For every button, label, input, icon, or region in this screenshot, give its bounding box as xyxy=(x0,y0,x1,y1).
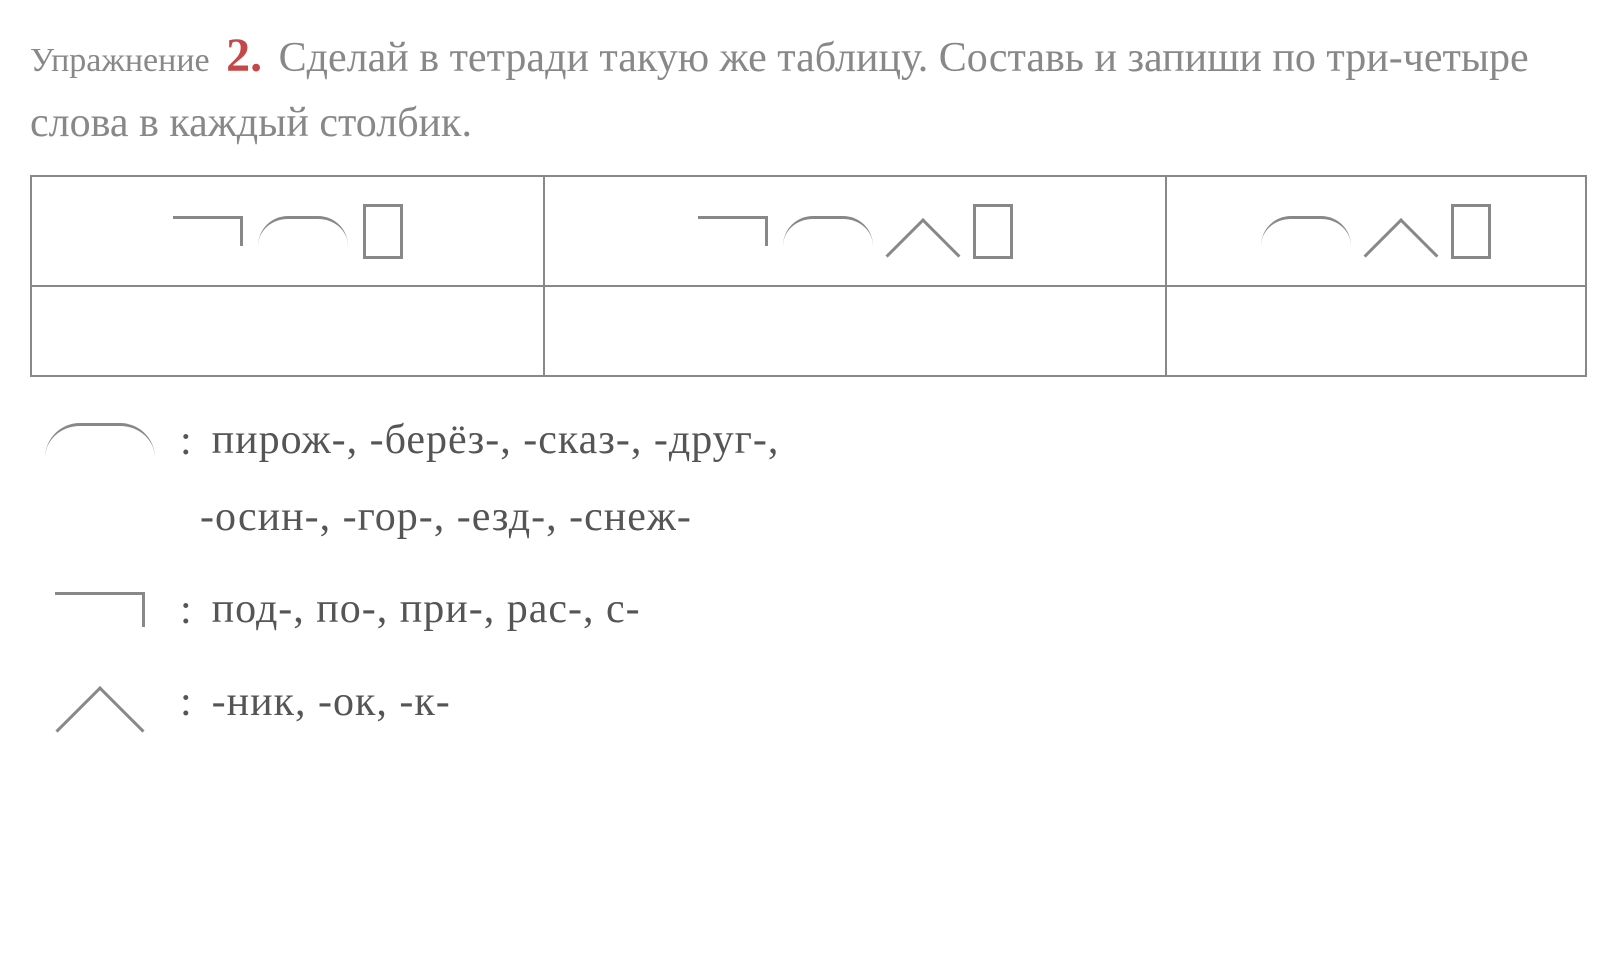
exercise-label: Упражнение xyxy=(30,42,210,79)
legend-row-suffix: : -ник, -ок, -к- xyxy=(30,669,1587,736)
legend-row-prefix: : под-, по-, при-, рас-, с- xyxy=(30,576,1587,643)
legend-symbol-wrap xyxy=(30,592,170,627)
suffix-icon xyxy=(55,685,145,720)
prefix-icon xyxy=(698,216,768,246)
legend-root-items-line1: пирож-, -берёз-, -сказ-, -друг-, xyxy=(212,407,1587,474)
root-icon xyxy=(45,423,155,458)
legend-root-items-line2: -осин-, -гор-, -езд-, -снеж- xyxy=(30,484,1587,551)
exercise-number: 2. xyxy=(226,29,262,82)
prefix-icon xyxy=(55,592,145,627)
table-header-cell-2 xyxy=(544,176,1166,286)
legend-colon: : xyxy=(180,678,192,726)
legend-colon: : xyxy=(180,586,192,634)
morpheme-table xyxy=(30,175,1587,377)
root-icon xyxy=(258,216,348,246)
legend-colon: : xyxy=(180,417,192,465)
table-data-row xyxy=(31,286,1586,376)
table-header-cell-1 xyxy=(31,176,544,286)
morpheme-pattern-3 xyxy=(1177,204,1575,259)
suffix-icon xyxy=(1366,217,1436,245)
morpheme-pattern-1 xyxy=(42,204,533,259)
table-header-cell-3 xyxy=(1166,176,1586,286)
legend-symbol-wrap xyxy=(30,423,170,458)
exercise-header: Упражнение 2. Сделай в тетради такую же … xyxy=(30,20,1587,155)
table-header-row xyxy=(31,176,1586,286)
legend-row-root: : пирож-, -берёз-, -сказ-, -друг-, xyxy=(30,407,1587,474)
ending-icon xyxy=(973,204,1013,259)
root-icon xyxy=(783,216,873,246)
legend-suffix-items: -ник, -ок, -к- xyxy=(212,669,1587,736)
root-icon xyxy=(1261,216,1351,246)
prefix-icon xyxy=(173,216,243,246)
ending-icon xyxy=(363,204,403,259)
table-data-cell-2 xyxy=(544,286,1166,376)
table-data-cell-3 xyxy=(1166,286,1586,376)
table-data-cell-1 xyxy=(31,286,544,376)
legend-section: : пирож-, -берёз-, -сказ-, -друг-, -осин… xyxy=(30,407,1587,736)
legend-prefix-items: под-, по-, при-, рас-, с- xyxy=(212,576,1587,643)
legend-symbol-wrap xyxy=(30,685,170,720)
morpheme-pattern-2 xyxy=(555,204,1155,259)
ending-icon xyxy=(1451,204,1491,259)
suffix-icon xyxy=(888,217,958,245)
